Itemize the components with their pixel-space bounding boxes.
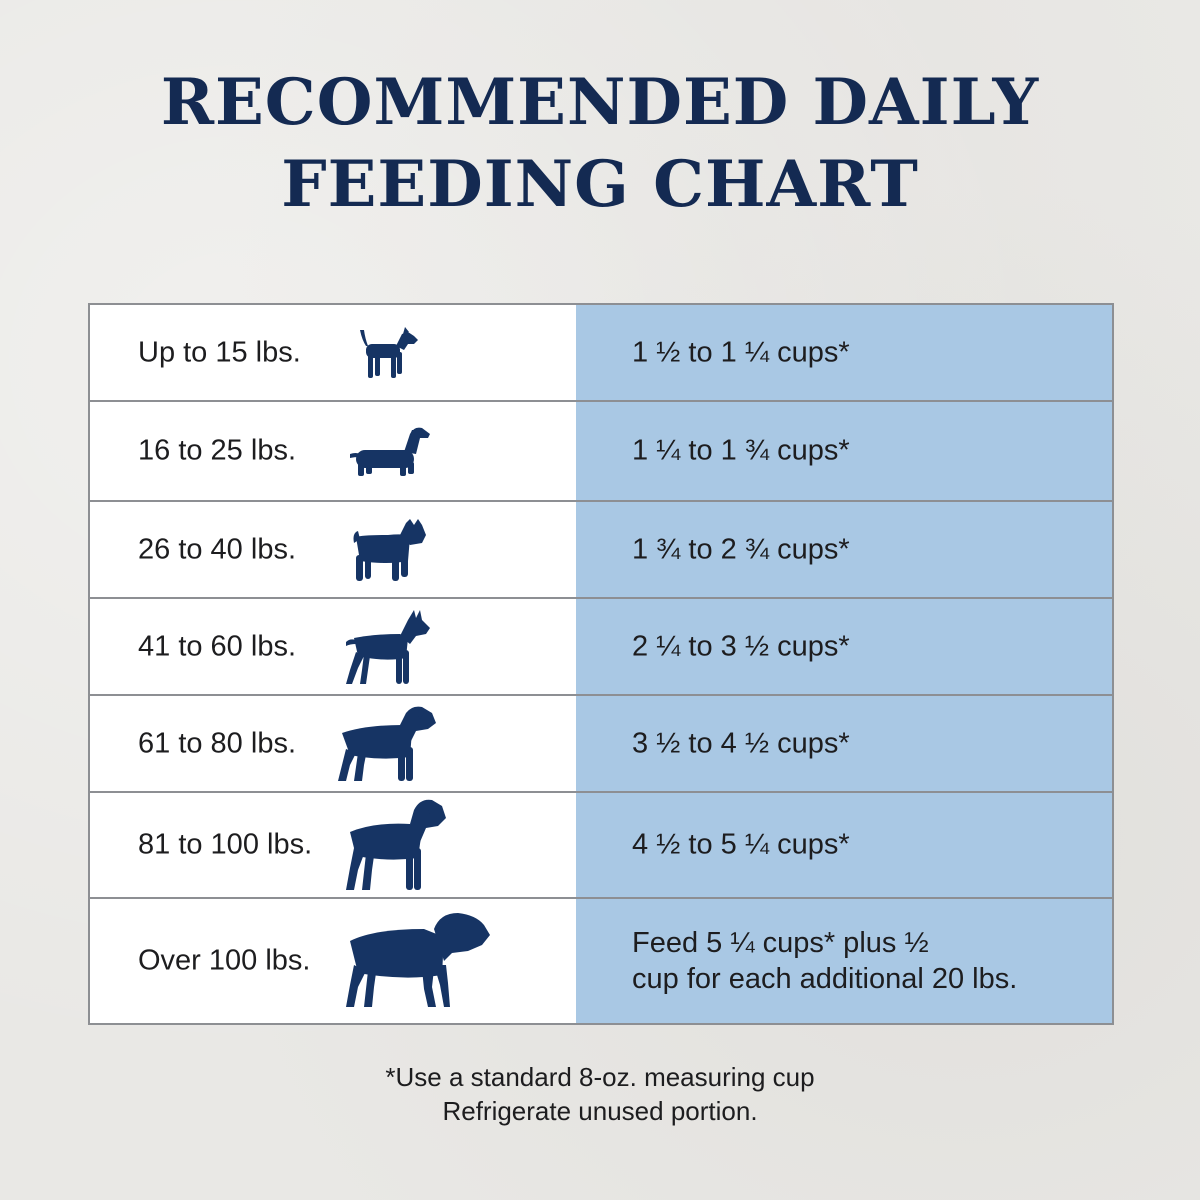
cups-cell: 1 ¾ to 2 ¾ cups* <box>576 502 1112 597</box>
table-row: 61 to 80 lbs. 3 ½ to 4 ½ cups* <box>90 696 1112 793</box>
table-row: 81 to 100 lbs. 4 ½ to 5 ¼ cups* <box>90 793 1112 899</box>
table-row: Up to 15 lbs. 1 ½ to 1 ¼ c <box>90 305 1112 402</box>
title-line-1: RECOMMENDED DAILY <box>160 65 1040 140</box>
weight-cell: Up to 15 lbs. <box>90 305 576 400</box>
footnote: *Use a standard 8-oz. measuring cup Refr… <box>0 1060 1200 1128</box>
cups-amount: 2 ¼ to 3 ½ cups* <box>632 630 850 662</box>
page-title: RECOMMENDED DAILY FEEDING CHART <box>0 62 1200 226</box>
cups-cell: 1 ½ to 1 ¼ cups* <box>576 305 1112 400</box>
table-row: 26 to 40 lbs. 1 ¾ to 2 ¾ cups* <box>90 502 1112 599</box>
weight-label: 16 to 25 lbs. <box>138 434 296 467</box>
weight-label: 61 to 80 lbs. <box>138 727 296 759</box>
rottweiler-dog-icon <box>336 703 440 785</box>
table-row: Over 100 lbs. Feed 5 ¼ cups* p <box>90 899 1112 1023</box>
cups-cell: 3 ½ to 4 ½ cups* <box>576 696 1112 791</box>
footnote-line-2: Refrigerate unused portion. <box>442 1096 758 1126</box>
weight-label: 26 to 40 lbs. <box>138 533 296 565</box>
cups-amount-line-1: Feed 5 ¼ cups* plus ½ <box>632 927 929 959</box>
table-row: 16 to 25 lbs. 1 ¼ to 1 ¾ c <box>90 402 1112 502</box>
cups-cell: 1 ¼ to 1 ¾ cups* <box>576 402 1112 500</box>
weight-label: 81 to 100 lbs. <box>138 828 313 861</box>
boxer-dog-icon <box>344 608 432 686</box>
weight-cell: 16 to 25 lbs. <box>90 402 576 500</box>
weight-cell: 81 to 100 lbs. <box>90 793 576 897</box>
weight-cell: 61 to 80 lbs. <box>90 696 576 791</box>
weight-cell: Over 100 lbs. <box>90 899 576 1023</box>
cups-cell: 2 ¼ to 3 ½ cups* <box>576 599 1112 694</box>
small-terrier-dog-icon <box>356 326 420 380</box>
cups-amount: 1 ½ to 1 ¼ cups* <box>632 336 850 368</box>
cups-amount: 1 ¾ to 2 ¾ cups* <box>632 533 850 565</box>
mastiff-dog-icon <box>344 911 490 1011</box>
footnote-line-1: *Use a standard 8-oz. measuring cup <box>385 1062 815 1092</box>
weight-label: 41 to 60 lbs. <box>138 630 296 662</box>
dachshund-dog-icon <box>348 424 432 478</box>
weight-cell: 41 to 60 lbs. <box>90 599 576 694</box>
weight-cell: 26 to 40 lbs. <box>90 502 576 597</box>
cups-amount: Feed 5 ¼ cups* plus ½ cup for each addit… <box>632 925 1017 997</box>
bulldog-dog-icon <box>348 517 428 583</box>
cups-amount-line-2: cup for each additional 20 lbs. <box>632 963 1018 995</box>
cups-amount: 3 ½ to 4 ½ cups* <box>632 727 850 759</box>
cups-cell: Feed 5 ¼ cups* plus ½ cup for each addit… <box>576 899 1112 1023</box>
weight-label: Up to 15 lbs. <box>138 336 301 368</box>
weight-label: Over 100 lbs. <box>138 944 311 977</box>
feeding-table: Up to 15 lbs. 1 ½ to 1 ¼ c <box>88 303 1114 1025</box>
table-row: 41 to 60 lbs. 2 ¼ to 3 ½ cups* <box>90 599 1112 696</box>
cups-cell: 4 ½ to 5 ¼ cups* <box>576 793 1112 897</box>
title-line-2: FEEDING CHART <box>281 147 919 222</box>
cups-amount: 4 ½ to 5 ¼ cups* <box>632 828 850 861</box>
large-rottweiler-dog-icon <box>344 796 448 894</box>
cups-amount: 1 ¼ to 1 ¾ cups* <box>632 434 850 467</box>
